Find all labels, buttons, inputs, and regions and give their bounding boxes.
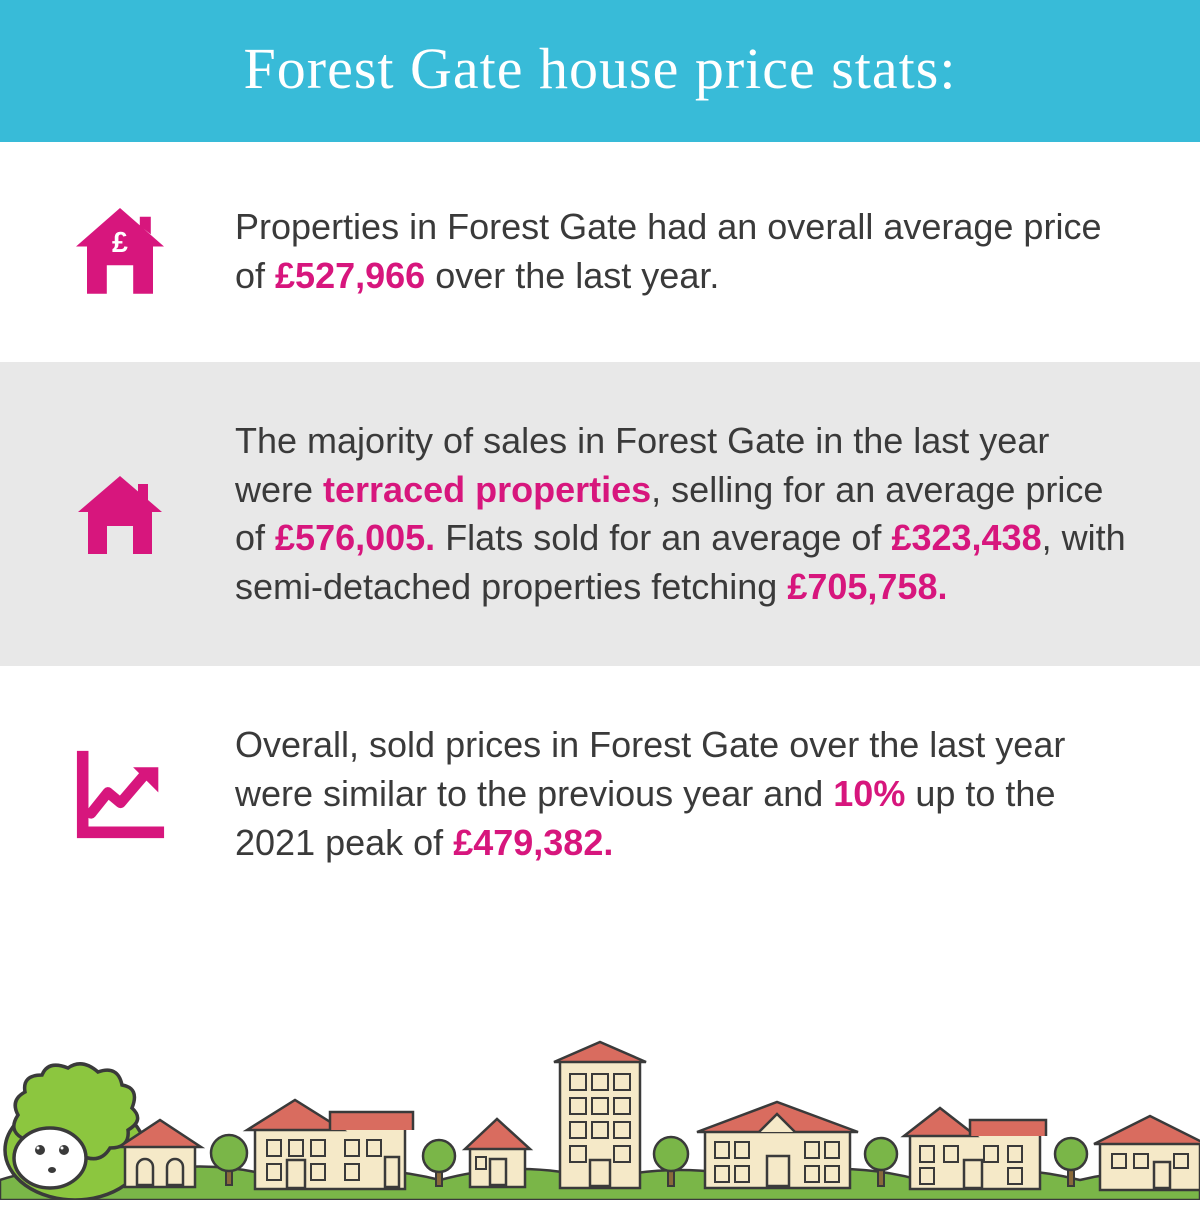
- stat-section-2: The majority of sales in Forest Gate in …: [0, 362, 1200, 666]
- house-icon: [60, 464, 180, 564]
- footer-illustration: [0, 1030, 1200, 1200]
- stat-text-3: Overall, sold prices in Forest Gate over…: [235, 721, 1130, 867]
- header-banner: Forest Gate house price stats:: [0, 0, 1200, 142]
- stat-text-2: The majority of sales in Forest Gate in …: [235, 417, 1130, 611]
- stat-text-1: Properties in Forest Gate had an overall…: [235, 203, 1130, 300]
- page-title: Forest Gate house price stats:: [40, 35, 1160, 102]
- stat-section-1: £ Properties in Forest Gate had an overa…: [0, 142, 1200, 362]
- stat-section-3: Overall, sold prices in Forest Gate over…: [0, 666, 1200, 922]
- svg-text:£: £: [112, 227, 128, 259]
- chart-up-icon: [60, 742, 180, 847]
- house-pound-icon: £: [60, 197, 180, 307]
